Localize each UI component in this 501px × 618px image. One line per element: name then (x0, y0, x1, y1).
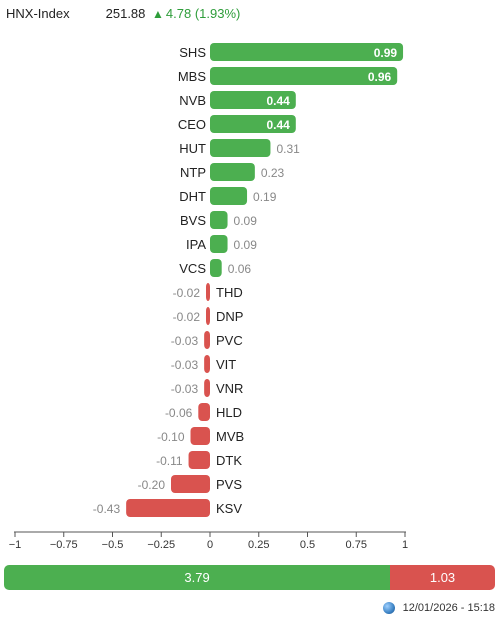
category-label-ntp: NTP (180, 165, 206, 180)
summary-negative-label: 1.03 (429, 570, 456, 585)
value-label-ceo: 0.44 (266, 118, 290, 132)
value-label-vit: -0.03 (171, 358, 199, 372)
value-label-dnp: -0.02 (173, 310, 201, 324)
bar-vnr (204, 379, 210, 397)
bar-dht (210, 187, 248, 205)
index-header: HNX-Index 251.88 ▲ 4.78 (1.93%) (6, 5, 240, 23)
category-label-vcs: VCS (179, 261, 206, 276)
value-label-shs: 0.99 (374, 46, 398, 60)
value-label-ntp: 0.23 (261, 166, 285, 180)
index-change-value: 4.78 (1.93%) (165, 6, 241, 21)
footer: 12/01/2026 - 15:18 (382, 600, 495, 616)
category-label-vit: VIT (216, 357, 236, 372)
bar-thd (206, 283, 210, 301)
summary-bar: 3.79 1.03 (4, 565, 495, 590)
value-label-thd: -0.02 (173, 286, 201, 300)
value-label-dtk: -0.11 (156, 454, 183, 468)
summary-positive-segment: 3.79 (4, 565, 391, 590)
value-label-hut: 0.31 (276, 142, 300, 156)
bar-ceo (210, 115, 296, 133)
x-tick-label-7: 0.75 (346, 539, 367, 551)
summary-negative-segment: 1.03 (390, 565, 495, 590)
x-tick-label-2: −0.5 (102, 539, 124, 551)
bar-hut (210, 139, 271, 157)
x-tick-label-4: 0 (207, 539, 213, 551)
category-label-nvb: NVB (179, 93, 206, 108)
bar-mbs (210, 67, 398, 85)
timestamp: 12/01/2026 - 15:18 (402, 602, 495, 614)
value-label-pvs: -0.20 (138, 478, 166, 492)
x-tick-label-1: −0.75 (50, 539, 78, 551)
value-label-nvb: 0.44 (266, 94, 290, 108)
category-label-hut: HUT (179, 141, 206, 156)
category-label-vnr: VNR (216, 381, 243, 396)
category-label-ceo: CEO (178, 117, 206, 132)
category-label-dnp: DNP (216, 309, 243, 324)
category-label-pvc: PVC (216, 333, 243, 348)
bar-hld (198, 403, 210, 421)
category-label-mbs: MBS (178, 69, 207, 84)
globe-icon (382, 602, 395, 614)
bar-mvb (190, 427, 210, 445)
up-arrow-icon: ▲ (152, 7, 164, 21)
category-label-dht: DHT (179, 189, 206, 204)
x-tick-label-5: 0.25 (248, 539, 269, 551)
x-tick-label-3: −0.25 (147, 539, 175, 551)
category-label-thd: THD (216, 285, 243, 300)
bar-vcs (210, 259, 222, 277)
bar-ntp (210, 163, 255, 181)
category-label-hld: HLD (216, 405, 242, 420)
bar-ipa (210, 235, 228, 253)
index-name: HNX-Index (6, 6, 70, 21)
value-label-bvs: 0.09 (234, 214, 258, 228)
value-label-vcs: 0.06 (228, 262, 252, 276)
value-label-ipa: 0.09 (234, 238, 258, 252)
value-label-pvc: -0.03 (171, 334, 199, 348)
bar-vit (204, 355, 210, 373)
bar-ksv (126, 499, 210, 517)
category-label-mvb: MVB (216, 429, 244, 444)
category-label-pvs: PVS (216, 477, 242, 492)
value-label-mbs: 0.96 (368, 70, 392, 84)
value-label-mvb: -0.10 (157, 430, 185, 444)
summary-positive-label: 3.79 (184, 570, 210, 585)
category-label-ksv: KSV (216, 501, 242, 516)
category-label-shs: SHS (179, 45, 206, 60)
category-label-ipa: IPA (186, 237, 206, 252)
category-label-bvs: BVS (180, 213, 206, 228)
x-tick-label-6: 0.5 (300, 539, 315, 551)
value-label-hld: -0.06 (165, 406, 193, 420)
index-value: 251.88 (105, 6, 146, 21)
bar-nvb (210, 91, 296, 109)
bar-dtk (188, 451, 210, 469)
value-label-dht: 0.19 (253, 190, 277, 204)
bar-pvc (204, 331, 210, 349)
x-tick-label-8: 1 (402, 539, 408, 551)
bar-bvs (210, 211, 228, 229)
impact-bar-chart: SHS 0.99 MBS 0.96 NVB 0.44 CEO 0.44 HUT 0.31 NTP 0.… (9, 43, 408, 551)
category-label-dtk: DTK (216, 453, 242, 468)
x-tick-label-0: −1 (9, 539, 22, 551)
value-label-ksv: -0.43 (93, 502, 121, 516)
bar-shs (210, 43, 404, 61)
bar-dnp (206, 307, 210, 325)
bar-pvs (171, 475, 210, 493)
value-label-vnr: -0.03 (171, 382, 199, 396)
index-change: ▲ 4.78 (1.93%) (152, 6, 240, 21)
